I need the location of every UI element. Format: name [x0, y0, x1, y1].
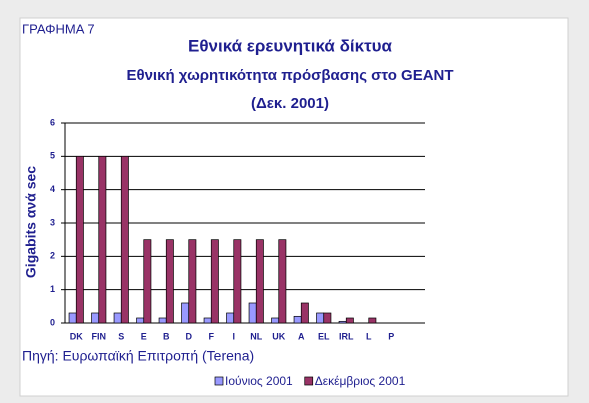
bar	[278, 239, 287, 324]
bar	[338, 320, 347, 324]
x-tick-label: S	[118, 331, 124, 341]
bar	[91, 312, 100, 324]
bar	[120, 155, 129, 324]
bar	[226, 312, 235, 324]
x-tick-label: DK	[70, 331, 83, 341]
y-axis-label: Gigabits ανά sec	[23, 166, 39, 278]
bar	[68, 312, 77, 324]
bar	[181, 302, 190, 324]
y-tick-label: 1	[50, 284, 55, 294]
bar	[271, 317, 280, 324]
y-tick-label: 5	[50, 151, 55, 161]
x-tick-label: E	[141, 331, 147, 341]
bar	[255, 239, 264, 324]
chart-area	[19, 17, 569, 397]
x-tick-label: I	[232, 331, 235, 341]
bar	[323, 312, 332, 324]
y-tick-label: 2	[50, 251, 55, 261]
x-tick-label: EL	[318, 331, 330, 341]
y-tick-label: 0	[50, 317, 55, 327]
bar	[293, 315, 302, 324]
bar	[203, 317, 212, 324]
bar	[165, 239, 174, 324]
bar	[136, 317, 145, 324]
bar	[158, 317, 167, 324]
bar	[316, 312, 325, 324]
legend-swatch	[214, 376, 224, 386]
legend-label: Ιούνιος 2001	[225, 374, 293, 388]
bar	[113, 312, 122, 324]
bar	[368, 317, 377, 324]
x-tick-label: NL	[250, 331, 262, 341]
y-tick-label: 4	[50, 184, 55, 194]
x-tick-label: A	[298, 331, 305, 341]
figure-label: ΓΡΑΦΗΜΑ 7	[22, 21, 95, 36]
y-tick-label: 3	[50, 217, 55, 227]
legend-swatch	[304, 376, 314, 386]
x-tick-label: P	[388, 331, 394, 341]
chart-title: Εθνικά ερευνητικά δίκτυα	[188, 36, 393, 55]
bar	[143, 239, 152, 324]
bar	[248, 302, 257, 324]
x-tick-label: B	[163, 331, 170, 341]
bar	[233, 239, 242, 324]
x-tick-label: D	[186, 331, 193, 341]
chart-subtitle-date: (Δεκ. 2001)	[251, 95, 329, 112]
bar	[98, 155, 107, 324]
x-tick-label: FIN	[92, 331, 107, 341]
x-tick-label: IRL	[339, 331, 354, 341]
x-tick-label: F	[209, 331, 215, 341]
x-tick-label: L	[366, 331, 372, 341]
x-tick-label: UK	[272, 331, 285, 341]
bar	[188, 239, 197, 324]
bar	[345, 317, 354, 324]
bar	[210, 239, 219, 324]
source: Πηγή: Ευρωπαϊκή Επιτροπή (Terena)	[22, 348, 254, 364]
legend-label: Δεκέμβριος 2001	[315, 374, 406, 388]
bar	[75, 155, 84, 324]
chart-subtitle: Εθνική χωρητικότητα πρόσβασης στο GEANT	[126, 67, 453, 84]
y-tick-label: 6	[50, 117, 55, 127]
bar	[300, 302, 309, 324]
